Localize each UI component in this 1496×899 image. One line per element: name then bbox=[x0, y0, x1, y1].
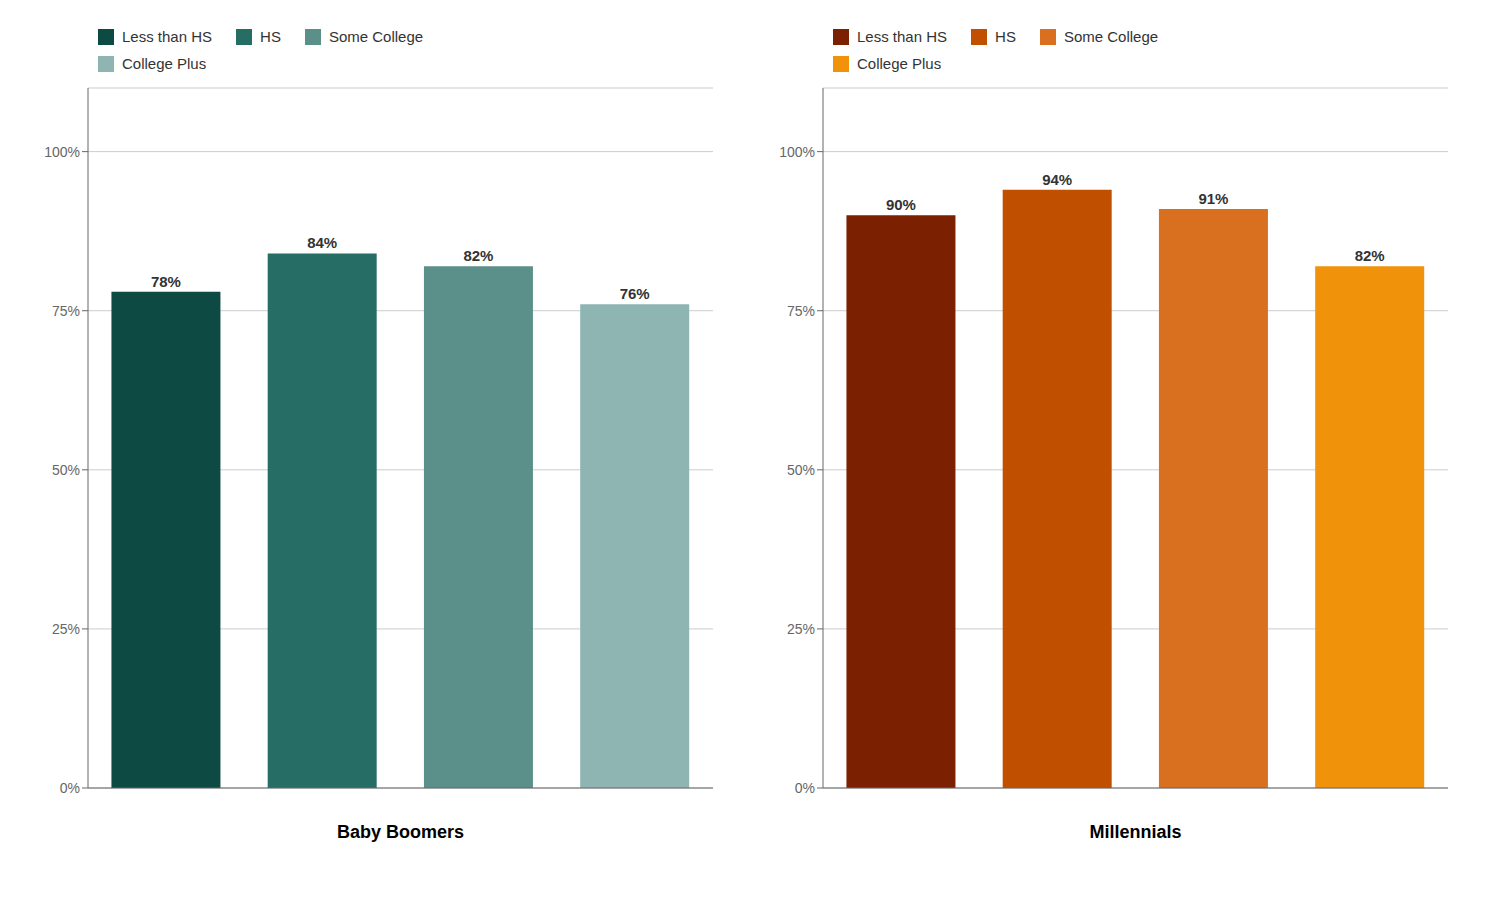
html-text:HS: HS bbox=[260, 28, 281, 45]
html-text:HS: HS bbox=[995, 28, 1016, 45]
svg-text:100%: 100% bbox=[779, 144, 815, 160]
svg-text:82%: 82% bbox=[463, 247, 493, 264]
html-text:Some College: Some College bbox=[1063, 28, 1159, 45]
svg-text:25%: 25% bbox=[787, 621, 815, 637]
html-text:Less than HS: Less than HS bbox=[857, 28, 948, 45]
svg-text:76%: 76% bbox=[620, 285, 650, 302]
svg-text:Millennials: Millennials bbox=[1089, 822, 1181, 842]
svg-text:90%: 90% bbox=[886, 196, 916, 213]
svg-text:82%: 82% bbox=[1355, 247, 1385, 264]
html-text:College Plus: College Plus bbox=[857, 55, 942, 72]
svg-text:50%: 50% bbox=[52, 462, 80, 478]
svg-text:0%: 0% bbox=[795, 780, 815, 796]
svg-text:91%: 91% bbox=[1198, 190, 1228, 207]
html-text:College Plus: College Plus bbox=[122, 55, 207, 72]
svg-text:75%: 75% bbox=[787, 303, 815, 319]
svg-text:100%: 100% bbox=[44, 144, 80, 160]
svg-text:Baby Boomers: Baby Boomers bbox=[337, 822, 464, 842]
svg-text:94%: 94% bbox=[1042, 171, 1072, 188]
svg-text:25%: 25% bbox=[52, 621, 80, 637]
svg-text:84%: 84% bbox=[307, 234, 337, 251]
svg-text:50%: 50% bbox=[787, 462, 815, 478]
html-text:Some College: Some College bbox=[328, 28, 424, 45]
svg-text:78%: 78% bbox=[151, 273, 181, 290]
html-text:Less than HS: Less than HS bbox=[122, 28, 213, 45]
svg-text:0%: 0% bbox=[60, 780, 80, 796]
svg-text:75%: 75% bbox=[52, 303, 80, 319]
